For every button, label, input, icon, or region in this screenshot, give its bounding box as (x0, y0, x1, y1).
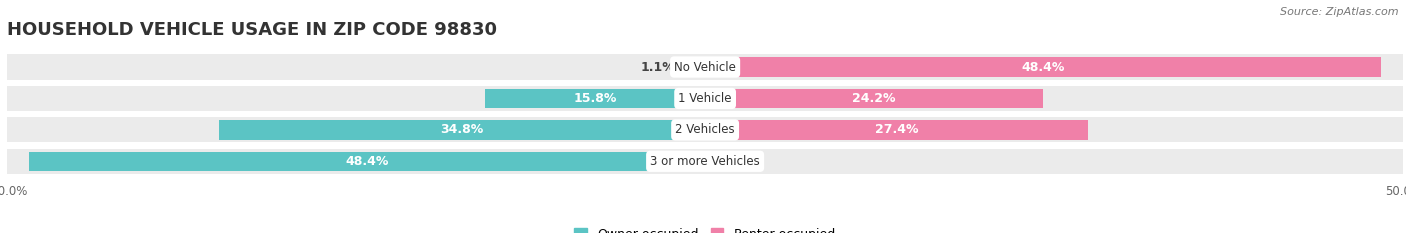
Bar (706, 86, 1403, 111)
Bar (7, 149, 706, 174)
Text: 24.2%: 24.2% (852, 92, 896, 105)
Bar (706, 57, 1381, 77)
Text: No Vehicle: No Vehicle (673, 61, 737, 74)
Bar (485, 89, 706, 108)
Bar (219, 120, 706, 140)
Text: 15.8%: 15.8% (574, 92, 616, 105)
Text: 34.8%: 34.8% (440, 123, 484, 136)
Bar (30, 152, 706, 171)
Text: 2 Vehicles: 2 Vehicles (675, 123, 735, 136)
Text: 3 or more Vehicles: 3 or more Vehicles (650, 155, 761, 168)
Bar (706, 117, 1403, 142)
Legend: Owner-occupied, Renter-occupied: Owner-occupied, Renter-occupied (569, 223, 841, 233)
Text: 1 Vehicle: 1 Vehicle (678, 92, 733, 105)
Bar (7, 86, 706, 111)
Text: Source: ZipAtlas.com: Source: ZipAtlas.com (1281, 7, 1399, 17)
Bar (706, 89, 1043, 108)
Bar (7, 117, 706, 142)
Bar (7, 55, 706, 80)
Bar (706, 55, 1403, 80)
Text: 0.0%: 0.0% (718, 155, 754, 168)
Text: 1.1%: 1.1% (641, 61, 676, 74)
Bar (706, 120, 1088, 140)
Text: HOUSEHOLD VEHICLE USAGE IN ZIP CODE 98830: HOUSEHOLD VEHICLE USAGE IN ZIP CODE 9883… (7, 21, 498, 39)
Text: 27.4%: 27.4% (875, 123, 918, 136)
Bar (690, 57, 706, 77)
Text: 48.4%: 48.4% (1021, 61, 1064, 74)
Bar (706, 149, 1403, 174)
Text: 48.4%: 48.4% (346, 155, 389, 168)
